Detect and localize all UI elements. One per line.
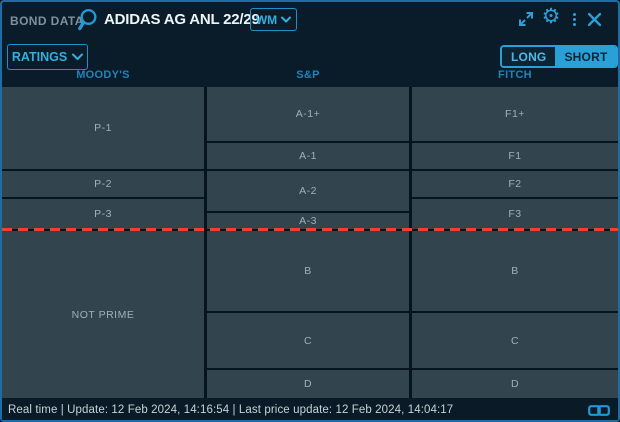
rating-cell-fitch-c: C bbox=[412, 313, 618, 368]
rating-cell-fitch-f1plus: F1+ bbox=[412, 87, 618, 141]
rating-cell-fitch-d: D bbox=[412, 370, 618, 398]
settings-gear-icon[interactable]: ⚙ bbox=[541, 4, 561, 28]
rating-cell-sp-a3: A-3 bbox=[207, 213, 409, 229]
source-dropdown-value: WM bbox=[255, 12, 278, 27]
instrument-title: ADIDAS AG ANL 22/29 bbox=[104, 11, 260, 28]
rating-cell-fitch-f3: F3 bbox=[412, 199, 618, 229]
rating-cell-sp-a1: A-1 bbox=[207, 143, 409, 169]
rating-cell-sp-a1plus: A-1+ bbox=[207, 87, 409, 141]
source-dropdown[interactable]: WM bbox=[250, 8, 297, 31]
search-icon[interactable] bbox=[77, 7, 101, 33]
status-bar: Real time | Update: 12 Feb 2024, 14:16:5… bbox=[2, 400, 618, 420]
status-text: Real time | Update: 12 Feb 2024, 14:16:5… bbox=[8, 404, 454, 416]
chevron-down-icon bbox=[72, 53, 84, 61]
rating-cell-fitch-f1: F1 bbox=[412, 143, 618, 169]
chain-link-icon[interactable] bbox=[588, 404, 610, 417]
column-header-moodys: MOODY'S bbox=[76, 69, 130, 81]
app-label: BOND DATA bbox=[10, 14, 84, 28]
ratings-dropdown-label: RATINGS bbox=[11, 50, 68, 64]
rating-cell-fitch-b: B bbox=[412, 231, 618, 311]
chevron-down-icon bbox=[281, 16, 292, 23]
column-header-fitch: FITCH bbox=[498, 69, 532, 81]
rating-cell-sp-a2: A-2 bbox=[207, 171, 409, 211]
rating-cell-moodys-p1: P-1 bbox=[2, 87, 204, 169]
rating-cell-sp-b: B bbox=[207, 231, 409, 311]
ratings-dropdown[interactable]: RATINGS bbox=[7, 44, 88, 70]
column-header-sp: S&P bbox=[296, 69, 320, 81]
rating-cell-fitch-f2: F2 bbox=[412, 171, 618, 197]
rating-cell-sp-d: D bbox=[207, 370, 409, 398]
rating-cell-sp-c: C bbox=[207, 313, 409, 368]
rating-cell-moodys-not-prime: NOT PRIME bbox=[2, 231, 204, 398]
long-toggle-button[interactable]: LONG bbox=[502, 47, 556, 66]
close-icon[interactable] bbox=[584, 9, 604, 29]
rating-cell-moodys-p2: P-2 bbox=[2, 171, 204, 197]
rating-threshold-dashed-line bbox=[2, 228, 618, 231]
expand-icon[interactable] bbox=[516, 9, 536, 29]
rating-cell-moodys-p3: P-3 bbox=[2, 199, 204, 229]
kebab-menu-icon[interactable] bbox=[564, 9, 584, 29]
short-toggle-button[interactable]: SHORT bbox=[555, 47, 617, 66]
term-toggle: LONG SHORT bbox=[500, 45, 619, 68]
